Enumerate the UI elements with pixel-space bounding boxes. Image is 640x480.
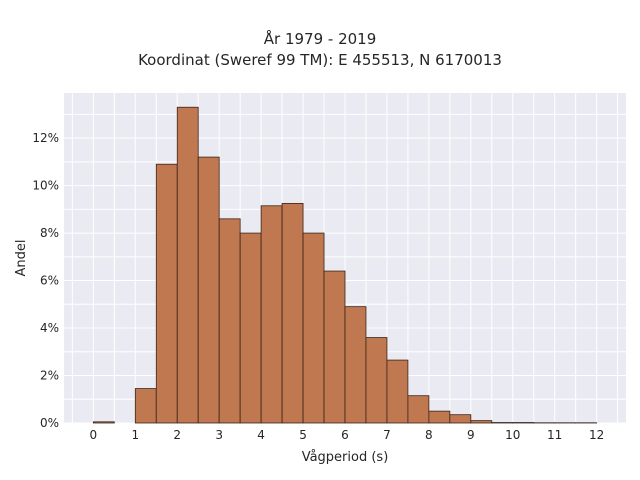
histogram-bar xyxy=(155,163,178,424)
x-tick-label: 10 xyxy=(505,428,520,442)
y-tick-label: 4% xyxy=(40,321,59,335)
y-tick-label: 2% xyxy=(40,369,59,383)
histogram-bar xyxy=(218,218,241,424)
x-tick-label: 9 xyxy=(467,428,475,442)
x-tick-label: 1 xyxy=(131,428,139,442)
histogram-bar xyxy=(197,156,220,424)
histogram-bar xyxy=(176,106,199,424)
y-tick-label: 12% xyxy=(32,131,59,145)
y-tick-labels: 0% 2% 4% 6% 8% 10% 12% xyxy=(32,131,59,430)
y-tick-label: 0% xyxy=(40,416,59,430)
y-axis-label: Andel xyxy=(14,240,29,277)
x-tick-labels: 0 1 2 3 4 5 6 7 8 9 10 11 12 xyxy=(90,428,605,442)
x-tick-label: 5 xyxy=(299,428,307,442)
histogram-bar xyxy=(470,420,493,424)
x-tick-label: 11 xyxy=(547,428,562,442)
x-tick-label: 6 xyxy=(341,428,349,442)
histogram-bar xyxy=(386,359,409,424)
x-tick-label: 7 xyxy=(383,428,391,442)
y-tick-label: 6% xyxy=(40,274,59,288)
histogram-bar xyxy=(365,337,388,424)
x-tick-label: 0 xyxy=(90,428,98,442)
chart-subtitle: Koordinat (Sweref 99 TM): E 455513, N 61… xyxy=(138,51,502,69)
histogram-bar xyxy=(449,414,472,424)
x-tick-label: 4 xyxy=(257,428,265,442)
y-tick-label: 10% xyxy=(32,179,59,193)
y-tick-label: 8% xyxy=(40,226,59,240)
histogram-bar xyxy=(92,421,115,424)
chart-title: År 1979 - 2019 xyxy=(263,30,377,48)
histogram-bar xyxy=(407,395,430,424)
histogram-bar xyxy=(302,232,325,424)
histogram-bar xyxy=(260,205,283,424)
histogram-bar xyxy=(428,410,451,424)
x-tick-label: 12 xyxy=(589,428,604,442)
histogram-bar xyxy=(281,202,304,424)
histogram-bar xyxy=(134,388,157,424)
x-tick-label: 3 xyxy=(215,428,223,442)
histogram-bar xyxy=(344,306,367,424)
x-axis-label: Vågperiod (s) xyxy=(302,450,389,465)
histogram-bar xyxy=(239,232,262,424)
x-tick-label: 2 xyxy=(173,428,181,442)
bars xyxy=(92,106,598,424)
x-tick-label: 8 xyxy=(425,428,433,442)
histogram-bar xyxy=(323,270,346,424)
